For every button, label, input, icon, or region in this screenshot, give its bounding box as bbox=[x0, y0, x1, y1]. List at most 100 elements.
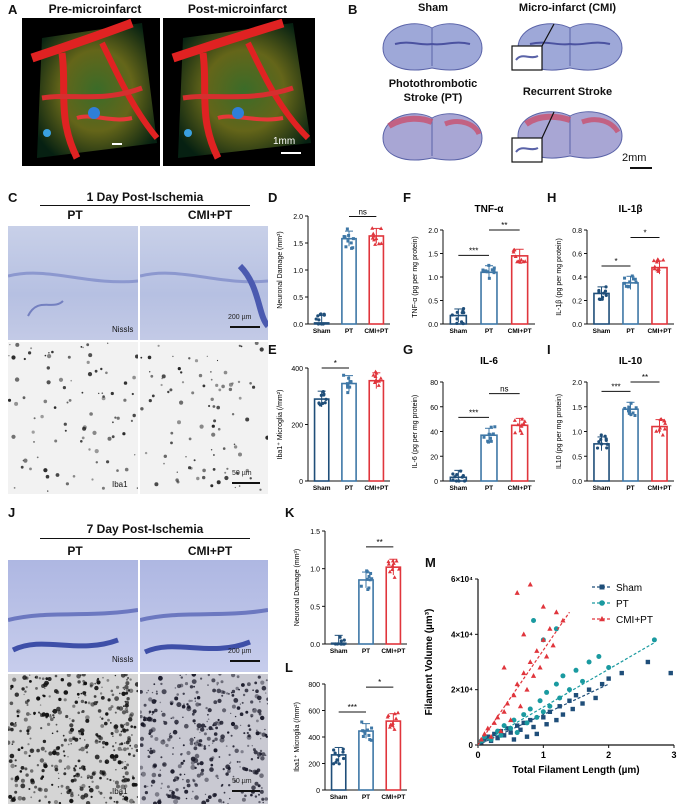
scatter-point-1 bbox=[553, 626, 559, 632]
data-point bbox=[489, 425, 493, 429]
data-point bbox=[492, 268, 496, 272]
panel-label-a: A bbox=[8, 2, 18, 17]
microglia-cell bbox=[149, 371, 151, 373]
significance-label: * bbox=[643, 229, 646, 238]
microglia-cell bbox=[105, 761, 107, 764]
microglia-cell bbox=[42, 739, 47, 744]
microglia-cell bbox=[79, 786, 84, 791]
microglia-cell bbox=[199, 743, 202, 746]
microglia-cell bbox=[252, 689, 254, 691]
scatter-point-0 bbox=[593, 695, 598, 701]
scatter-point-0 bbox=[606, 676, 611, 681]
microglia-cell bbox=[129, 744, 132, 747]
microglia-cell bbox=[195, 702, 200, 707]
x-axis-label: Total Filament Length (µm) bbox=[512, 765, 639, 776]
microglia-cell bbox=[203, 732, 207, 736]
panel-label-d: D bbox=[268, 190, 278, 205]
y-tick-label: 0 bbox=[299, 479, 303, 486]
microglia-cell bbox=[208, 726, 213, 731]
microglia-cell bbox=[106, 679, 110, 682]
microglia-cell bbox=[199, 731, 201, 734]
microglia-cell bbox=[57, 786, 60, 788]
scatter-point-2 bbox=[481, 731, 488, 736]
microglia-cell bbox=[233, 779, 237, 783]
microglia-cell bbox=[86, 751, 89, 754]
microglia-cell bbox=[228, 387, 233, 392]
microglia-cell bbox=[26, 704, 29, 706]
microglia-cell bbox=[207, 718, 210, 720]
panel-j-title-rule bbox=[40, 538, 250, 539]
microglia-cell bbox=[8, 759, 13, 763]
data-point bbox=[515, 422, 520, 427]
microglia-cell bbox=[202, 475, 206, 480]
microglia-cell bbox=[194, 783, 198, 787]
data-point bbox=[362, 729, 366, 733]
microglia-cell bbox=[217, 718, 220, 722]
scatter-point-0 bbox=[557, 704, 562, 709]
microglia-cell bbox=[230, 721, 236, 727]
microglia-cell bbox=[26, 729, 30, 733]
microglia-cell bbox=[65, 714, 69, 719]
data-point bbox=[518, 260, 523, 264]
microglia-cell bbox=[69, 723, 74, 728]
microglia-cell bbox=[229, 797, 231, 800]
panel-label-g: G bbox=[403, 342, 414, 357]
microglia-cell bbox=[53, 716, 55, 719]
microglia-cell bbox=[157, 344, 160, 347]
microglia-cell bbox=[8, 728, 10, 731]
scatter-point-0 bbox=[501, 733, 507, 738]
microglia-cell bbox=[202, 468, 206, 473]
microglia-cell bbox=[45, 677, 49, 680]
y-tick-label: 1.0 bbox=[428, 275, 438, 282]
microglia-cell bbox=[43, 682, 48, 688]
data-point bbox=[316, 314, 320, 318]
microglia-cell bbox=[172, 747, 174, 749]
cmi-pt-nissl-image: 200 µm bbox=[140, 226, 268, 340]
data-point bbox=[341, 747, 345, 751]
microglia-cell bbox=[196, 723, 202, 729]
data-point bbox=[627, 405, 631, 409]
microglia-cell bbox=[140, 356, 143, 359]
microglia-cell bbox=[80, 765, 86, 770]
microglia-cell bbox=[66, 765, 71, 770]
x-tick-label: Sham bbox=[313, 485, 331, 492]
microglia-cell bbox=[123, 796, 129, 801]
microglia-cell bbox=[216, 405, 220, 410]
microglia-cell bbox=[64, 429, 67, 432]
microglia-cell bbox=[265, 754, 267, 756]
microglia-cell bbox=[244, 794, 247, 798]
y-tick-label: 1.5 bbox=[310, 529, 320, 536]
microglia-cell bbox=[193, 685, 195, 688]
microglia-cell bbox=[201, 800, 207, 804]
data-point bbox=[339, 639, 343, 643]
microglia-cell bbox=[190, 699, 193, 702]
data-point bbox=[376, 379, 381, 383]
microglia-cell bbox=[256, 719, 259, 723]
microglia-cell bbox=[22, 396, 26, 400]
microglia-cell bbox=[58, 801, 62, 804]
microglia-cell bbox=[194, 359, 199, 363]
microglia-cell bbox=[67, 756, 69, 758]
microglia-cell bbox=[231, 382, 234, 385]
y-tick-label: 0.0 bbox=[310, 642, 320, 649]
data-point bbox=[317, 402, 321, 406]
microglia-cell bbox=[127, 689, 130, 692]
panel-label-k: K bbox=[285, 505, 295, 520]
data-point bbox=[599, 433, 603, 437]
microglia-cell bbox=[114, 711, 117, 714]
microglia-cell bbox=[93, 695, 97, 698]
microglia-cell bbox=[131, 747, 133, 750]
microglia-cell bbox=[154, 708, 158, 713]
data-point bbox=[511, 249, 516, 254]
microglia-cell bbox=[72, 704, 76, 708]
data-point bbox=[492, 271, 496, 275]
microglia-cell bbox=[183, 703, 185, 706]
microglia-cell bbox=[191, 391, 195, 395]
microglia-cell bbox=[97, 709, 102, 713]
microglia-cell bbox=[236, 706, 241, 710]
data-point bbox=[376, 383, 381, 387]
microglia-cell bbox=[218, 798, 222, 803]
scatter-point-0 bbox=[482, 737, 487, 742]
microglia-cell bbox=[148, 710, 152, 714]
data-point bbox=[339, 642, 343, 646]
